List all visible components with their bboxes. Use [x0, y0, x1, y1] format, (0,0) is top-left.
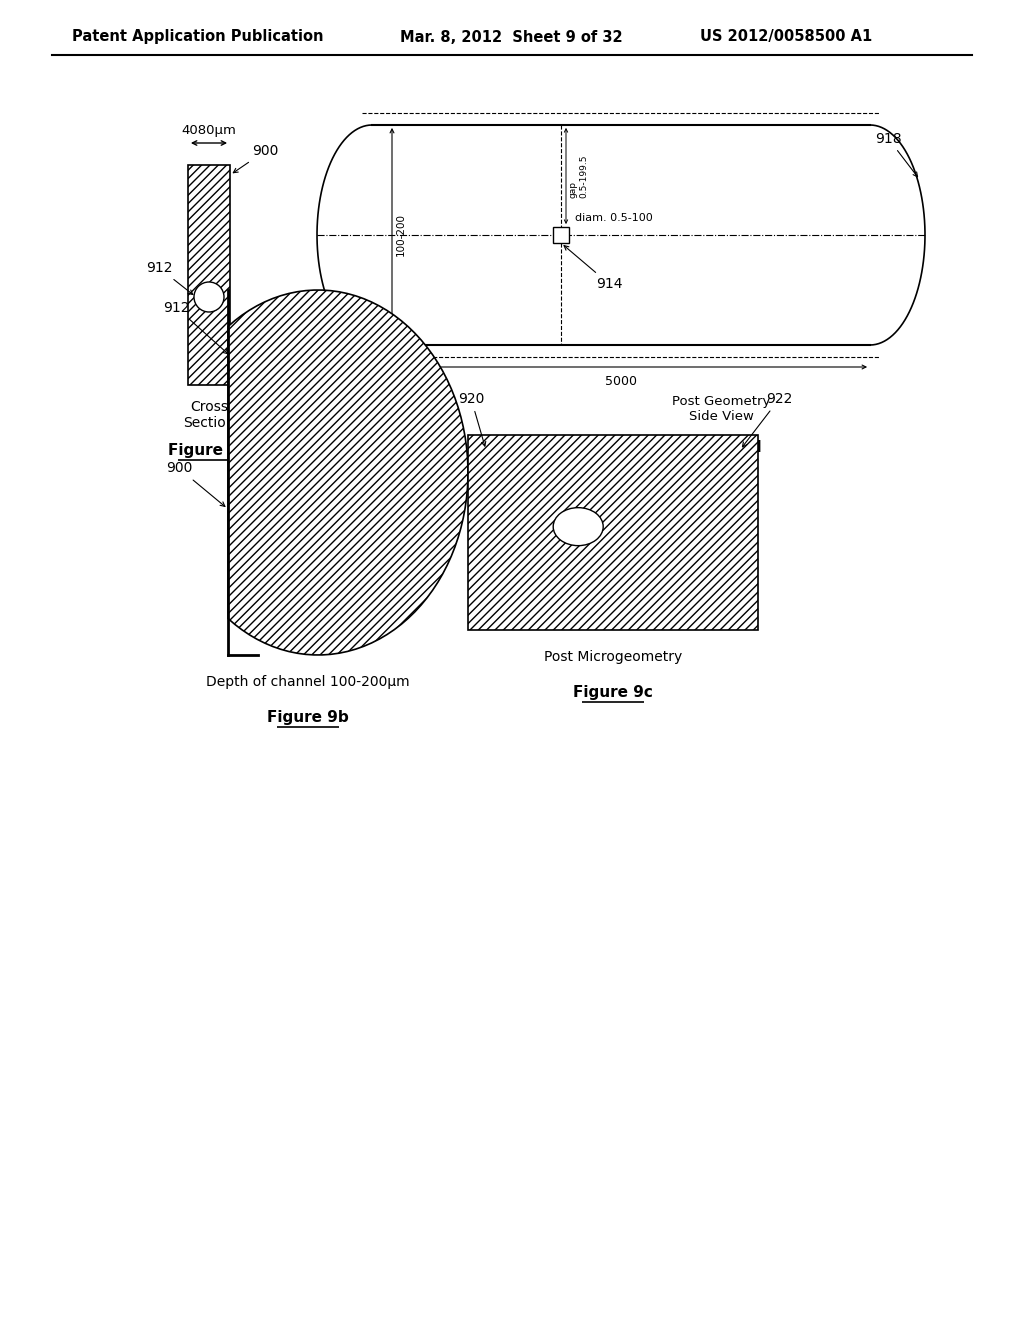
Text: Depth of channel 100-200μm: Depth of channel 100-200μm — [206, 675, 410, 689]
Circle shape — [194, 282, 224, 312]
Text: Cross
Section: Cross Section — [183, 400, 234, 430]
Text: 900: 900 — [233, 144, 279, 173]
Text: 912: 912 — [392, 348, 421, 399]
Text: 922: 922 — [742, 392, 793, 446]
Text: 5000: 5000 — [605, 375, 637, 388]
Text: Figure 9c: Figure 9c — [573, 685, 653, 700]
Text: Figure 9a: Figure 9a — [168, 444, 250, 458]
Text: US 2012/0058500 A1: US 2012/0058500 A1 — [700, 29, 872, 45]
Text: Post Geometry
Side View: Post Geometry Side View — [672, 395, 770, 422]
Bar — [468, 436, 758, 630]
Text: diam. 0.5-100: diam. 0.5-100 — [575, 213, 652, 223]
Text: Patent Application Publication: Patent Application Publication — [72, 29, 324, 45]
Text: 100-200: 100-200 — [396, 214, 406, 256]
Text: 914: 914 — [564, 246, 623, 290]
Text: 918: 918 — [874, 132, 918, 177]
Bar — [553, 227, 569, 243]
Text: 920: 920 — [458, 392, 485, 446]
Polygon shape — [228, 290, 468, 655]
Text: 912: 912 — [163, 301, 228, 354]
Ellipse shape — [553, 508, 603, 545]
Text: Figure 9d: Figure 9d — [680, 440, 762, 455]
Text: gap
0.5-199.5: gap 0.5-199.5 — [569, 154, 589, 198]
Text: 900: 900 — [166, 462, 225, 507]
Text: 912: 912 — [146, 261, 193, 294]
Bar — [188, 165, 230, 385]
Text: Mar. 8, 2012  Sheet 9 of 32: Mar. 8, 2012 Sheet 9 of 32 — [400, 29, 623, 45]
Text: Figure 9b: Figure 9b — [267, 710, 349, 725]
Text: Post Microgeometry: Post Microgeometry — [544, 649, 682, 664]
Text: 4080μm: 4080μm — [181, 124, 237, 137]
